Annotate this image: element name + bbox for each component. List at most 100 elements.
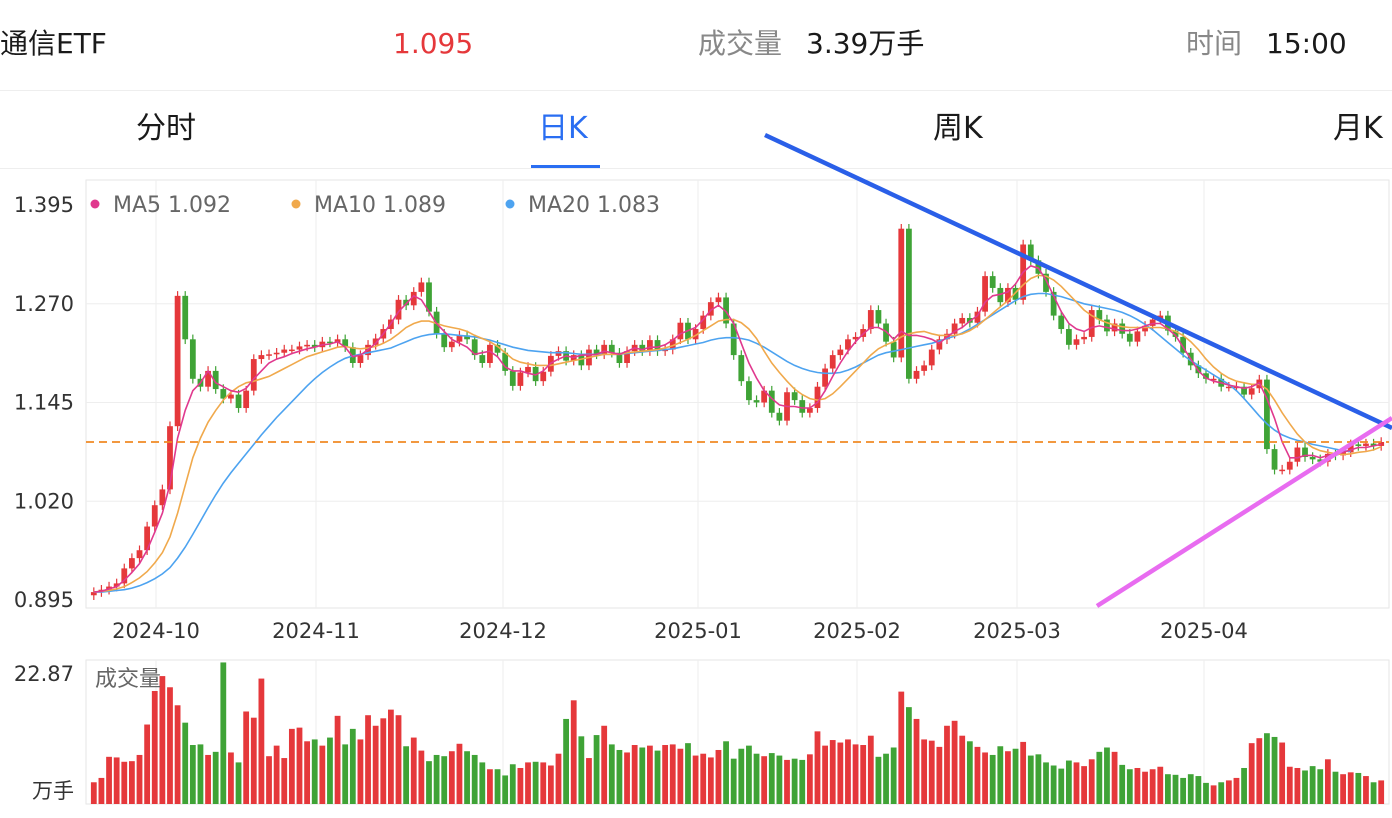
volume-bar[interactable] (167, 687, 173, 804)
candle[interactable] (1286, 461, 1293, 470)
candle[interactable] (273, 352, 280, 355)
candle[interactable] (250, 359, 257, 391)
volume-bar[interactable] (1271, 736, 1278, 804)
volume-bar[interactable] (753, 753, 760, 804)
candle[interactable] (144, 526, 151, 551)
volume-bar[interactable] (1104, 747, 1110, 804)
volume-bar[interactable] (570, 700, 577, 804)
volume-bar[interactable] (738, 748, 745, 804)
volume-bar[interactable] (1088, 759, 1095, 804)
volume-bar[interactable] (129, 761, 135, 804)
candle[interactable] (456, 335, 463, 342)
candle[interactable] (487, 344, 493, 363)
candle[interactable] (647, 340, 653, 352)
volume-bar[interactable] (121, 761, 128, 804)
candle[interactable] (90, 592, 97, 596)
candle[interactable] (525, 366, 531, 373)
volume-bar[interactable] (403, 746, 410, 804)
volume-bar[interactable] (365, 715, 371, 804)
volume-bar[interactable] (700, 753, 707, 804)
volume-bar[interactable] (829, 740, 836, 804)
volume-bar[interactable] (426, 761, 432, 804)
volume-bar[interactable] (951, 720, 958, 804)
candle[interactable] (1073, 339, 1080, 345)
candle[interactable] (174, 295, 181, 427)
volume-bar[interactable] (1058, 768, 1065, 804)
volume-bar[interactable] (151, 690, 158, 804)
candle[interactable] (593, 349, 600, 355)
candle[interactable] (1005, 287, 1011, 303)
volume-bar[interactable] (288, 728, 295, 804)
volume-bar[interactable] (212, 751, 219, 804)
candle[interactable] (1142, 325, 1148, 332)
candle[interactable] (1355, 444, 1362, 446)
volume-bar[interactable] (189, 745, 196, 804)
candle[interactable] (982, 276, 988, 312)
volume-bar[interactable] (959, 735, 966, 804)
candle[interactable] (220, 389, 227, 399)
candle[interactable] (235, 394, 242, 409)
candle[interactable] (1225, 386, 1232, 389)
candle[interactable] (403, 299, 410, 306)
volume-bar[interactable] (136, 754, 143, 804)
volume-bar[interactable] (479, 762, 486, 804)
volume-bar[interactable] (586, 758, 592, 804)
volume-bar[interactable] (1050, 765, 1057, 804)
volume-bar[interactable] (707, 757, 714, 804)
tab-weekly-k[interactable]: 周K (933, 111, 983, 146)
candle[interactable] (1050, 291, 1057, 316)
candle[interactable] (189, 339, 196, 379)
candle[interactable] (669, 339, 676, 350)
volume-bar[interactable] (418, 750, 425, 804)
volume-bar[interactable] (349, 728, 356, 804)
volume-bar[interactable] (776, 755, 783, 804)
volume-bar[interactable] (1324, 759, 1331, 804)
candle[interactable] (616, 352, 623, 363)
candle[interactable] (509, 370, 516, 386)
candle[interactable] (1294, 447, 1301, 462)
volume-bar[interactable] (1340, 774, 1346, 804)
candle[interactable] (768, 390, 775, 413)
candle[interactable] (1111, 323, 1118, 332)
candle[interactable] (1058, 315, 1065, 330)
candle[interactable] (921, 365, 928, 371)
candle[interactable] (951, 323, 958, 334)
volume-bar[interactable] (441, 756, 448, 804)
volume-bar[interactable] (845, 739, 851, 804)
volume-bar[interactable] (997, 746, 1004, 804)
candle[interactable] (1370, 443, 1377, 446)
volume-bar[interactable] (616, 749, 623, 804)
volume-bar[interactable] (197, 744, 204, 804)
volume-bar[interactable] (471, 754, 478, 804)
volume-bar[interactable] (1264, 733, 1270, 804)
volume-bar[interactable] (106, 756, 112, 804)
volume-bar[interactable] (1294, 767, 1301, 804)
volume-bar[interactable] (235, 762, 242, 804)
volume-bar[interactable] (837, 742, 844, 804)
candle[interactable] (1264, 379, 1270, 450)
candle[interactable] (1043, 273, 1049, 292)
candle[interactable] (746, 381, 752, 401)
candle[interactable] (837, 349, 844, 356)
volume-bar[interactable] (982, 752, 988, 804)
candle[interactable] (791, 392, 798, 401)
volume-bar[interactable] (784, 759, 790, 804)
volume-bar[interactable] (1248, 743, 1255, 804)
candle[interactable] (304, 344, 310, 347)
candle[interactable] (1203, 373, 1209, 379)
candle[interactable] (159, 489, 166, 506)
volume-bar[interactable] (159, 676, 166, 804)
volume-bar[interactable] (1043, 762, 1049, 804)
volume-bar[interactable] (593, 735, 600, 804)
candle[interactable] (136, 550, 143, 559)
candle[interactable] (182, 295, 189, 340)
candle[interactable] (753, 400, 760, 403)
volume-bar[interactable] (1363, 776, 1369, 804)
candle[interactable] (441, 333, 448, 348)
volume-bar[interactable] (578, 736, 585, 804)
volume-bar[interactable] (1157, 766, 1164, 804)
candle[interactable] (327, 341, 333, 344)
candle[interactable] (700, 315, 707, 330)
candle[interactable] (258, 355, 265, 360)
volume-bar[interactable] (730, 758, 737, 804)
